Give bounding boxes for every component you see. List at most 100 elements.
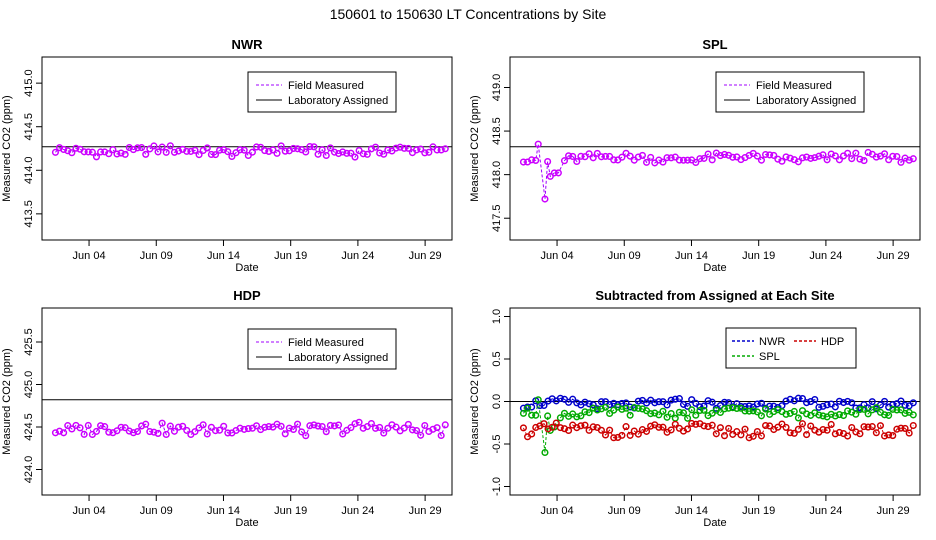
nwr-field-point	[396, 143, 404, 151]
hdp-field-point	[371, 424, 380, 432]
spl-plot-area	[510, 140, 920, 203]
diff-nwr-point	[684, 402, 692, 410]
diff-xtick-label: Jun 09	[608, 505, 641, 517]
diff-spl-point	[663, 413, 671, 421]
nwr-field-point	[335, 149, 343, 158]
hdp-field-point	[216, 426, 224, 434]
nwr-plot-frame	[41, 56, 453, 241]
hdp-field-point	[376, 423, 384, 431]
hdp-xtick-label: Jun 04	[73, 505, 106, 517]
spl-field-point	[844, 149, 852, 157]
spl-field-point	[577, 152, 585, 160]
nwr-field-point	[117, 149, 125, 157]
diff-nwr-point	[671, 395, 679, 403]
spl-panel-title: SPL	[702, 37, 727, 52]
nwr-field-point	[97, 148, 105, 156]
diff-nwr-point	[889, 401, 897, 409]
panel-hdp: HDP 424.0 424.5 425.0 425.5 Jun 04 Jun 09 Jun 1…	[1, 288, 453, 529]
spl-field-point	[885, 156, 893, 164]
diff-spl-point	[856, 405, 864, 414]
nwr-xtick-label: Jun 04	[73, 250, 106, 262]
diff-hdp-point	[745, 434, 753, 442]
diff-nwr-point	[655, 398, 663, 406]
diff-spl-point	[692, 411, 700, 419]
nwr-field-point	[150, 142, 158, 150]
nwr-field-point	[433, 146, 441, 154]
diff-hdp-point	[692, 420, 700, 428]
diff-spl-point	[556, 414, 564, 422]
hdp-field-point	[207, 423, 215, 431]
diff-hdp-point	[671, 420, 679, 428]
hdp-field-point	[166, 422, 174, 430]
diff-spl-point	[606, 409, 614, 417]
diff-spl-point	[679, 409, 688, 417]
nwr-field-point	[170, 148, 178, 156]
diff-hdp-point	[716, 424, 724, 432]
nwr-ytick-label: 415.0	[23, 69, 35, 97]
diff-hdp-point	[790, 429, 798, 437]
diff-spl-point	[897, 406, 905, 414]
diff-nwr-point	[720, 398, 729, 406]
diff-spl-point	[541, 448, 549, 457]
hdp-field-point	[433, 424, 441, 432]
nwr-field-point	[310, 143, 318, 151]
spl-field-point	[720, 150, 729, 159]
nwr-field-point	[203, 144, 211, 152]
spl-field-point	[519, 158, 527, 166]
diff-nwr-point	[663, 401, 671, 409]
spl-field-point	[585, 150, 593, 158]
diff-nwr-point	[540, 401, 548, 409]
nwr-field-point	[404, 144, 412, 152]
hdp-field-point	[347, 424, 355, 432]
nwr-field-point	[72, 144, 80, 152]
diff-hdp-point	[589, 423, 597, 431]
diff-hdp-point	[762, 421, 770, 430]
hdp-field-point	[310, 421, 318, 429]
diff-hdp-point	[844, 432, 852, 440]
spl-field-point	[606, 152, 614, 160]
nwr-field-point	[437, 146, 445, 154]
nwr-field-point	[211, 151, 220, 159]
diff-spl-point	[819, 412, 827, 420]
panel-nwr: NWR 413.5 414.0 414.5 415.0 Jun 04 Jun 09 Jun 1…	[1, 37, 453, 274]
nwr-field-point	[339, 148, 347, 156]
nwr-field-point	[425, 148, 433, 156]
hdp-plot-frame	[41, 307, 453, 496]
diff-hdp-point	[618, 431, 626, 439]
spl-field-point	[569, 152, 577, 160]
hdp-field-point	[236, 424, 244, 432]
diff-hdp-point	[544, 425, 552, 433]
hdp-field-point	[158, 419, 166, 427]
diff-hdp-point	[601, 431, 610, 439]
spl-field-point	[753, 152, 761, 160]
diff-hdp-point	[901, 424, 909, 432]
nwr-field-point	[314, 150, 322, 158]
diff-xtick-label: Jun 29	[877, 505, 910, 517]
diff-hdp-point	[753, 428, 761, 436]
hdp-field-point	[51, 429, 59, 437]
spl-ytick-label: 418.0	[491, 161, 503, 189]
hdp-field-point	[76, 424, 84, 432]
spl-xtick-label: Jun 29	[877, 250, 910, 262]
diff-hdp-point	[700, 422, 708, 430]
nwr-field-point	[129, 146, 137, 154]
diff-nwr-point	[667, 396, 675, 404]
hdp-field-point	[199, 421, 207, 429]
diff-nwr-point	[556, 394, 564, 402]
diff-spl-point	[634, 404, 642, 412]
hdp-field-point	[101, 423, 109, 431]
diff-nwr-point	[585, 400, 593, 408]
diff-hdp-point	[556, 424, 564, 432]
spl-field-point	[909, 155, 917, 163]
spl-field-point	[565, 152, 573, 160]
hdp-field-point	[289, 425, 297, 434]
diff-spl-point	[573, 413, 581, 421]
hdp-field-point	[384, 424, 392, 432]
spl-xlabel: Date	[703, 262, 726, 274]
nwr-legend: Field Measured Laboratory Assigned	[247, 71, 397, 113]
spl-field-point	[700, 154, 708, 162]
spl-field-point	[778, 157, 786, 165]
diff-spl-point	[528, 411, 536, 419]
spl-field-point	[881, 150, 889, 158]
